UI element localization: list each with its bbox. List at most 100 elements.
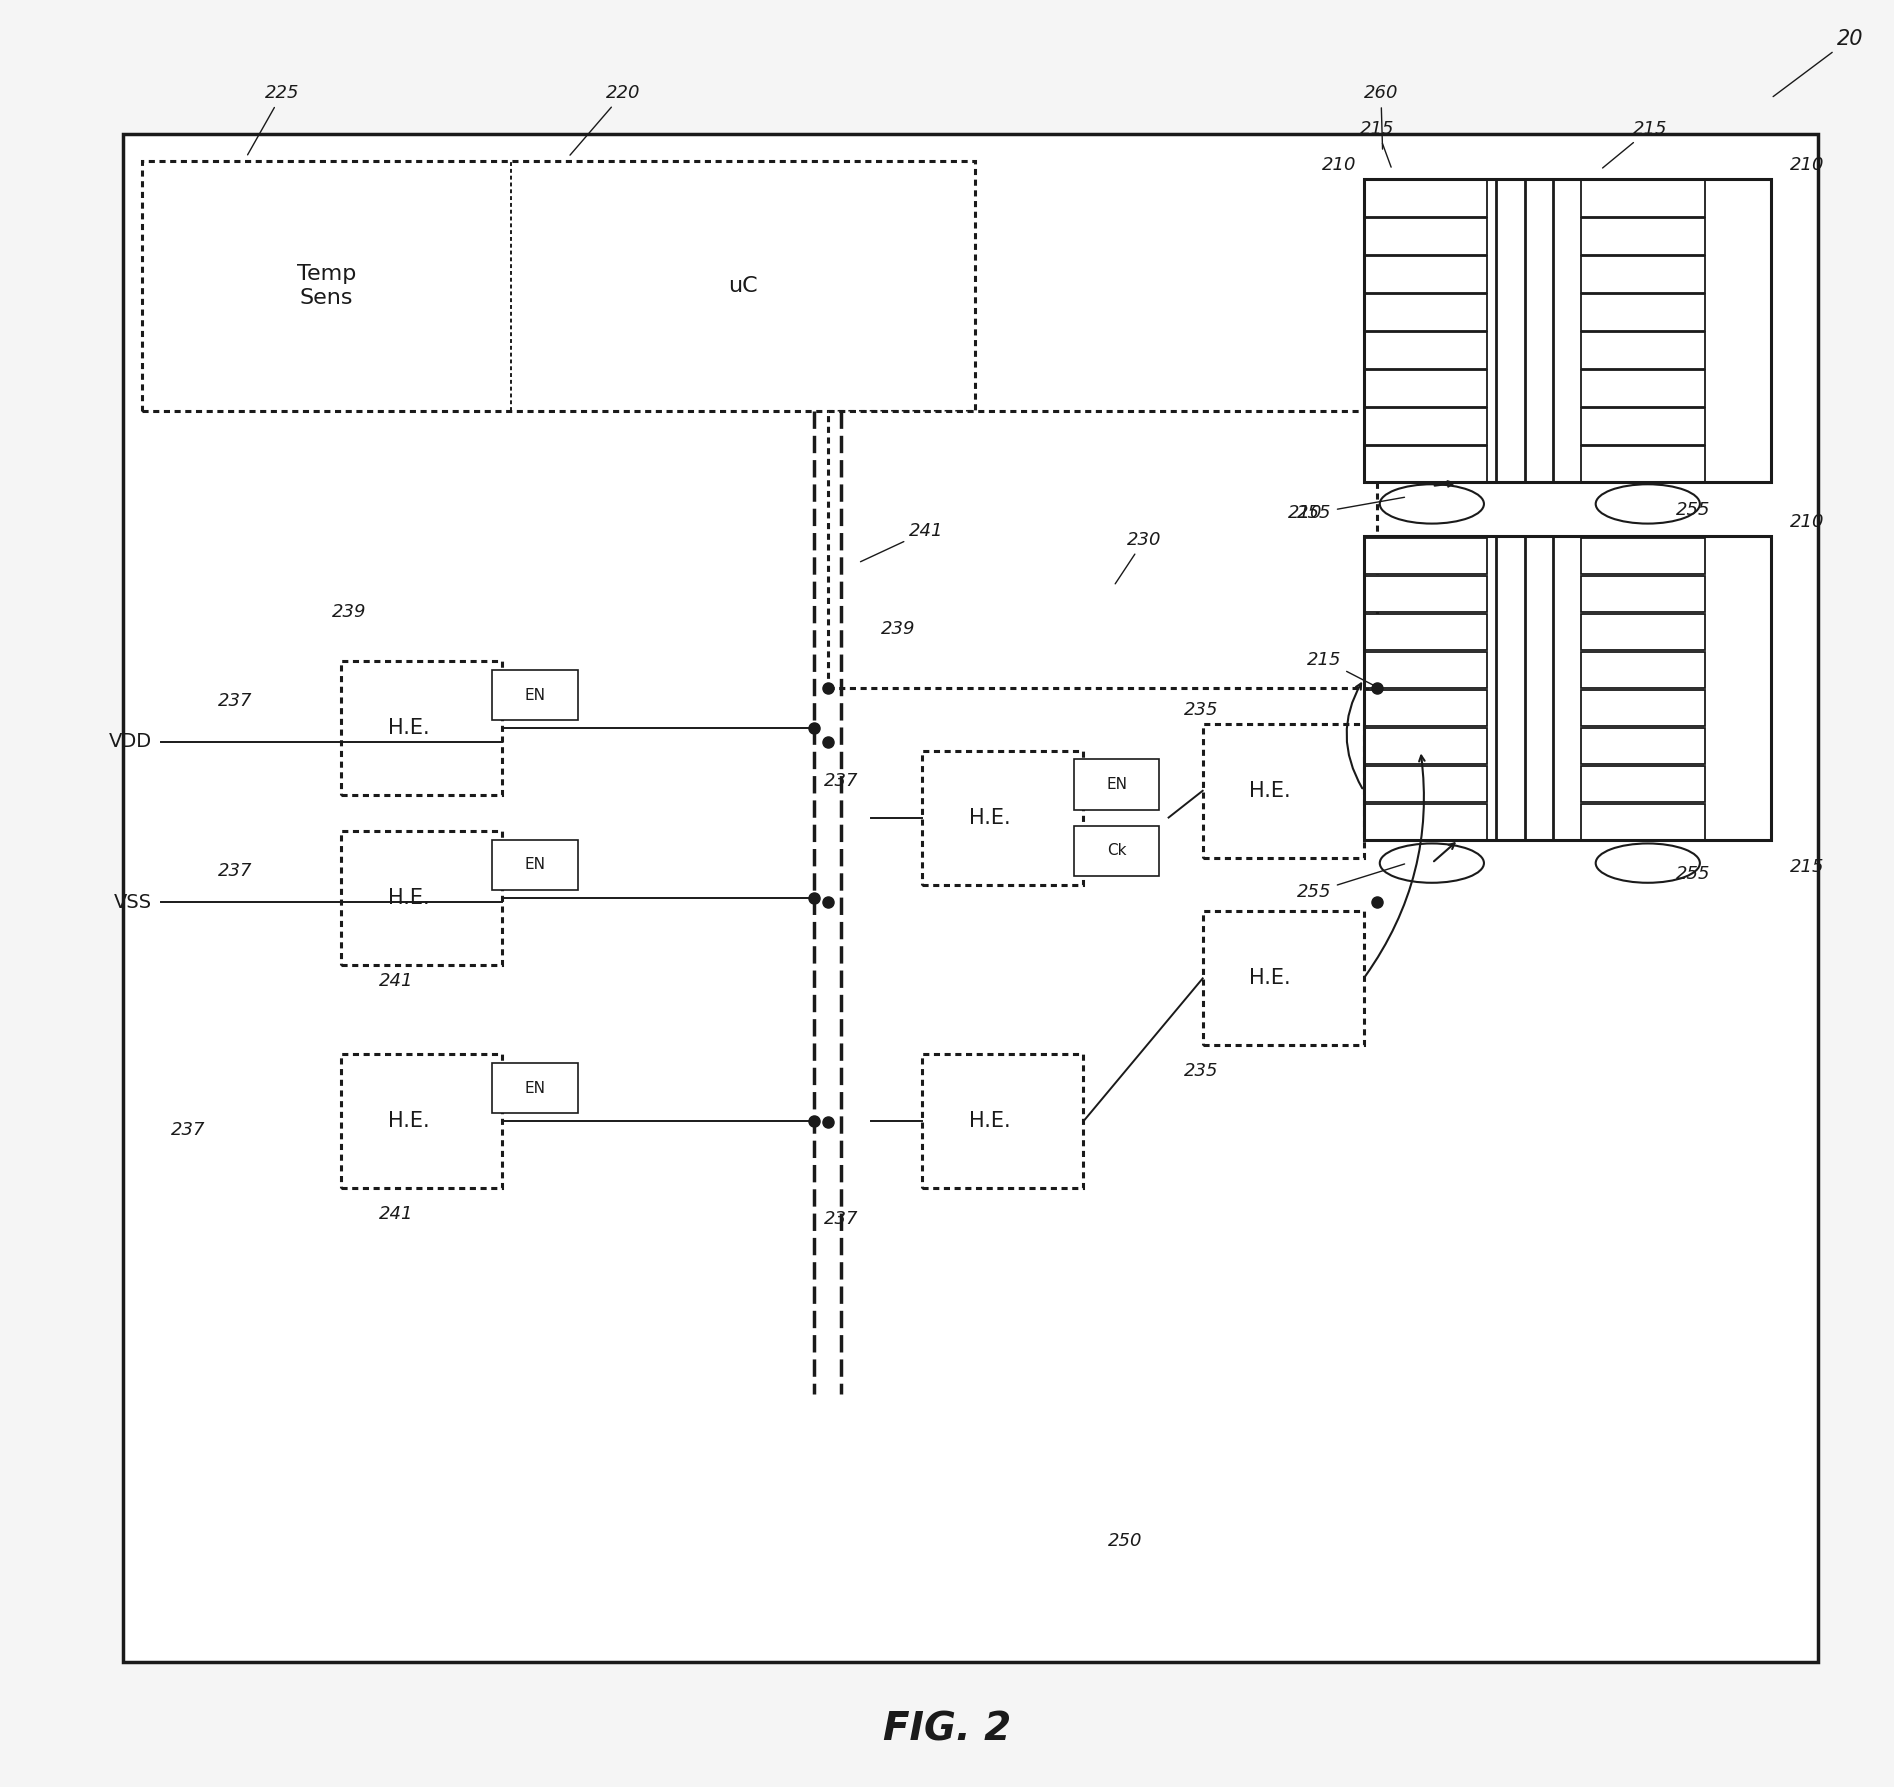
Bar	[1581, 575, 1705, 611]
Bar	[1581, 180, 1705, 216]
Ellipse shape	[1379, 484, 1485, 524]
Text: 237: 237	[824, 772, 858, 790]
Text: 210: 210	[1322, 155, 1356, 173]
Text: 250: 250	[1108, 1531, 1142, 1549]
Bar	[1581, 370, 1705, 406]
Bar	[1364, 407, 1487, 445]
Text: 235: 235	[1184, 701, 1218, 718]
Bar	[828, 411, 1377, 688]
Text: 237: 237	[170, 1120, 205, 1138]
Text: H.E.: H.E.	[388, 888, 430, 908]
Bar	[1203, 724, 1364, 858]
Text: VDD: VDD	[108, 733, 152, 751]
Bar	[922, 1054, 1083, 1188]
Text: FIG. 2: FIG. 2	[883, 1710, 1011, 1749]
Text: uC: uC	[729, 275, 758, 297]
Text: 239: 239	[331, 602, 366, 620]
Bar	[1581, 613, 1705, 650]
Bar	[1364, 256, 1487, 293]
Text: 225: 225	[248, 84, 299, 155]
Text: 215: 215	[1307, 650, 1377, 686]
Bar	[1364, 295, 1487, 331]
Text: 241: 241	[860, 522, 943, 561]
Bar	[1581, 218, 1705, 254]
Bar	[1364, 727, 1487, 765]
Bar	[1581, 652, 1705, 688]
Text: H.E.: H.E.	[970, 1112, 1011, 1131]
Bar	[492, 670, 578, 720]
Bar	[492, 840, 578, 890]
Text: 255: 255	[1297, 863, 1405, 901]
Text: 20: 20	[1773, 29, 1864, 96]
Bar	[1203, 911, 1364, 1045]
Bar	[1581, 295, 1705, 331]
Bar	[1364, 765, 1487, 802]
Bar	[142, 161, 975, 411]
Bar	[1364, 804, 1487, 840]
Bar	[1581, 447, 1705, 482]
Text: VSS: VSS	[114, 894, 152, 911]
Bar	[1581, 538, 1705, 574]
Ellipse shape	[1595, 484, 1701, 524]
Text: EN: EN	[1106, 777, 1127, 792]
Text: 220: 220	[570, 84, 640, 155]
Text: 215: 215	[1360, 120, 1394, 168]
Text: 237: 237	[824, 1210, 858, 1228]
Bar	[341, 831, 502, 965]
Text: 215: 215	[1602, 120, 1667, 168]
Bar	[1364, 575, 1487, 611]
Text: Temp
Sens: Temp Sens	[297, 264, 356, 307]
Ellipse shape	[1379, 843, 1485, 883]
Bar	[1364, 536, 1771, 840]
Text: H.E.: H.E.	[388, 718, 430, 738]
Bar	[1581, 727, 1705, 765]
Bar	[1581, 690, 1705, 726]
Ellipse shape	[1595, 843, 1701, 883]
Text: H.E.: H.E.	[388, 1112, 430, 1131]
Text: H.E.: H.E.	[1250, 969, 1292, 988]
Bar	[922, 751, 1083, 885]
Bar	[1581, 765, 1705, 802]
Bar	[123, 134, 1818, 1662]
Bar	[1364, 613, 1487, 650]
Bar	[1364, 218, 1487, 254]
Text: Ck: Ck	[1106, 843, 1127, 858]
Text: 210: 210	[1790, 513, 1824, 531]
Text: EN: EN	[525, 1081, 545, 1095]
Text: 255: 255	[1676, 865, 1710, 883]
Bar	[341, 1054, 502, 1188]
Bar	[1581, 332, 1705, 368]
Text: 239: 239	[881, 620, 915, 638]
Text: 210: 210	[1288, 504, 1322, 522]
Text: 255: 255	[1676, 500, 1710, 518]
Bar	[1581, 804, 1705, 840]
Text: EN: EN	[525, 858, 545, 872]
Text: 241: 241	[379, 972, 413, 990]
Bar	[492, 1063, 578, 1113]
Bar	[1364, 652, 1487, 688]
Bar	[1581, 407, 1705, 445]
Text: 237: 237	[218, 861, 252, 879]
Text: H.E.: H.E.	[970, 808, 1011, 827]
Text: 210: 210	[1790, 155, 1824, 173]
Bar	[1364, 332, 1487, 368]
Bar	[1364, 690, 1487, 726]
Text: 260: 260	[1364, 84, 1398, 148]
Text: 235: 235	[1184, 1061, 1218, 1079]
Text: 230: 230	[1116, 531, 1161, 584]
Bar	[1364, 538, 1487, 574]
Bar	[341, 661, 502, 795]
Text: H.E.: H.E.	[1250, 781, 1292, 801]
Bar	[1364, 370, 1487, 406]
Bar	[1364, 447, 1487, 482]
Text: 241: 241	[379, 1204, 413, 1222]
Bar	[1364, 179, 1771, 482]
Text: 255: 255	[1297, 497, 1405, 522]
Bar	[1074, 759, 1159, 810]
Text: 237: 237	[218, 692, 252, 709]
Bar	[1581, 256, 1705, 293]
Bar	[1074, 826, 1159, 876]
Text: 215: 215	[1790, 858, 1824, 876]
Bar	[1364, 180, 1487, 216]
Text: EN: EN	[525, 688, 545, 702]
